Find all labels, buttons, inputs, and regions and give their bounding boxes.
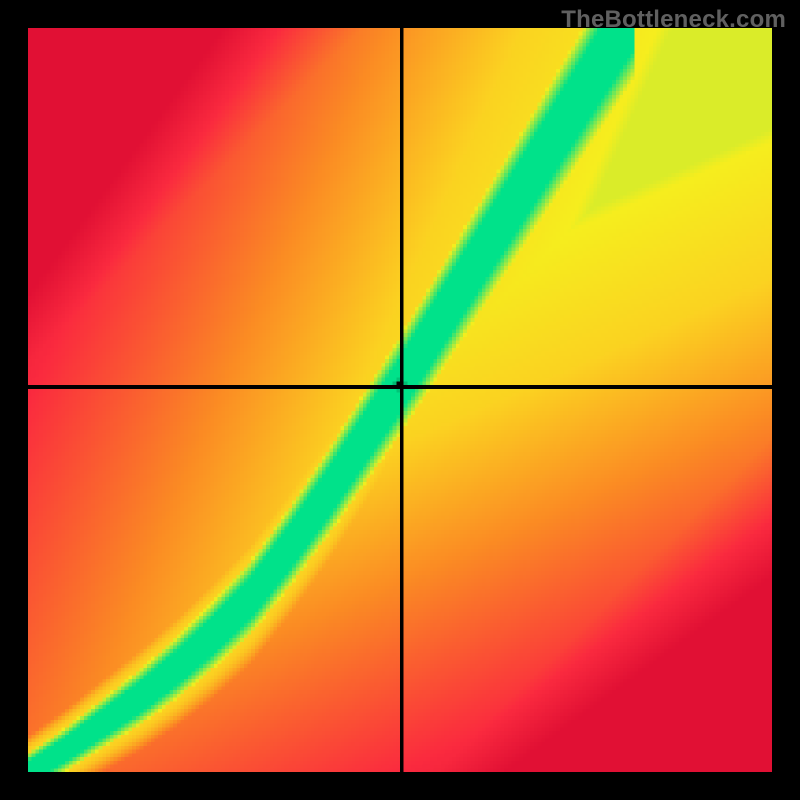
bottleneck-heatmap	[28, 28, 772, 772]
chart-frame: TheBottleneck.com	[0, 0, 800, 800]
